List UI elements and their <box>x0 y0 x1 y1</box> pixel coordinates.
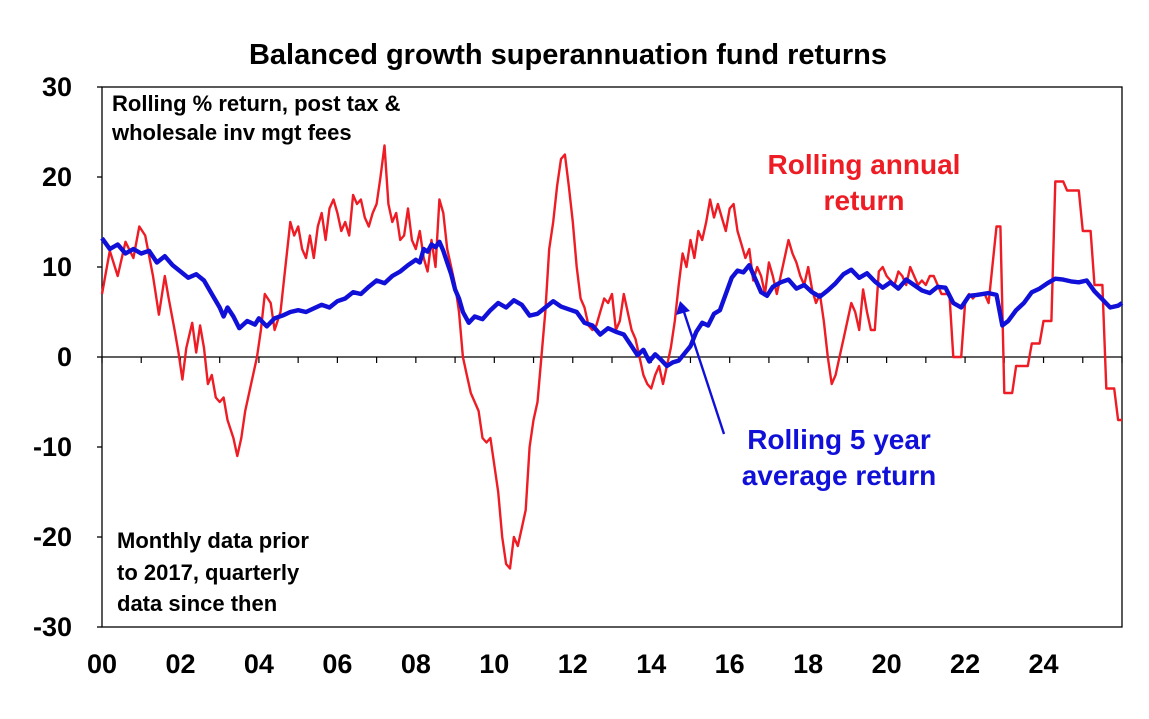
x-tick-label: 24 <box>1029 649 1059 679</box>
x-axis-ticks: 00 02 04 06 08 10 12 14 16 18 20 22 24 <box>87 357 1123 679</box>
y-tick-label: 30 <box>42 72 72 102</box>
series-rolling-5yr-line <box>100 236 1124 369</box>
annotation-top-left: Rolling % return, post tax & wholesale i… <box>111 91 401 145</box>
y-tick-label: 0 <box>57 342 72 372</box>
series-rolling-annual-line <box>100 144 1122 570</box>
annotation-bottom-left: Monthly data prior to 2017, quarterly da… <box>117 528 309 616</box>
y-tick-label: 10 <box>42 252 72 282</box>
note-line-4: to 2017, quarterly <box>117 560 300 585</box>
x-tick-label: 14 <box>636 649 666 679</box>
legend-label-annual: Rolling annual return <box>768 149 961 216</box>
label-rolling-annual-line-2: return <box>824 185 905 216</box>
x-tick-label: 16 <box>715 649 745 679</box>
callout-arrow <box>676 301 726 435</box>
arrow-head <box>676 301 690 315</box>
note-line-1: Rolling % return, post tax & <box>112 91 401 116</box>
label-rolling-5yr-line-2: average return <box>742 460 937 491</box>
arrow-shaft <box>682 311 726 435</box>
label-rolling-5yr-line-1: Rolling 5 year <box>747 424 931 455</box>
note-line-2: wholesale inv mgt fees <box>111 120 352 145</box>
x-tick-label: 06 <box>322 649 352 679</box>
x-tick-label: 00 <box>87 649 117 679</box>
x-tick-label: 10 <box>479 649 509 679</box>
x-tick-label: 04 <box>244 649 274 679</box>
y-tick-label: -30 <box>33 612 72 642</box>
chart-title: Balanced growth superannuation fund retu… <box>249 39 887 71</box>
x-tick-label: 02 <box>165 649 195 679</box>
x-tick-label: 20 <box>872 649 902 679</box>
x-tick-label: 12 <box>558 649 588 679</box>
note-line-5: data since then <box>117 591 277 616</box>
y-axis-ticks: 30 20 10 0 -10 -20 -30 <box>33 72 102 642</box>
y-tick-label: 20 <box>42 162 72 192</box>
x-tick-label: 22 <box>950 649 980 679</box>
note-line-3: Monthly data prior <box>117 528 309 553</box>
y-tick-label: -10 <box>33 432 72 462</box>
label-rolling-annual-line-1: Rolling annual <box>768 149 961 180</box>
legend-label-5yr: Rolling 5 year average return <box>742 424 937 491</box>
x-tick-label: 18 <box>793 649 823 679</box>
y-tick-label: -20 <box>33 522 72 552</box>
x-tick-label: 08 <box>401 649 431 679</box>
